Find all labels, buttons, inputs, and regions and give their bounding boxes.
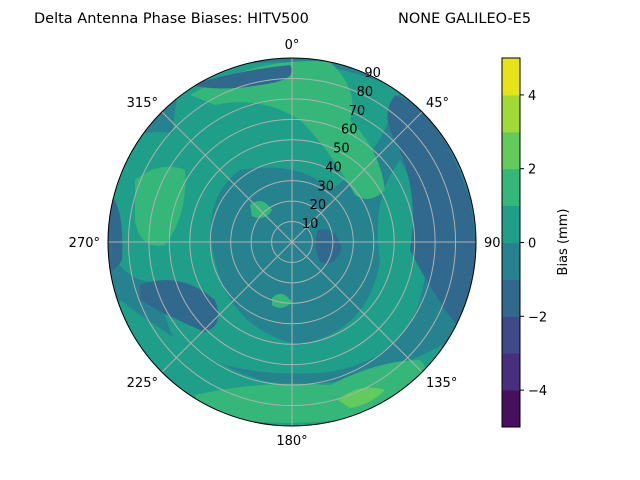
contour-region [195, 360, 427, 423]
colorbar-bin [502, 242, 520, 280]
radial-tick-label: 80 [357, 85, 374, 100]
angular-tick-label: 180° [276, 434, 307, 449]
angular-tick-label: 90 [484, 236, 501, 251]
colorbar-tick-label: 2 [528, 163, 536, 178]
colorbar-bin [502, 353, 520, 391]
colorbar-bin [502, 94, 520, 133]
colorbar: −4 −2 0 2 4 [501, 57, 547, 428]
colorbar-tick-label: −2 [528, 310, 547, 325]
angular-gridline [291, 241, 423, 373]
radial-tick-label: 50 [333, 142, 350, 157]
colorbar-bin [502, 316, 520, 354]
polar-frame [107, 57, 477, 427]
angular-gridline [161, 111, 293, 243]
contour-region [272, 293, 292, 308]
colorbar-tick-label: −4 [528, 384, 547, 399]
contour-region [190, 65, 292, 89]
contour-region [135, 166, 186, 246]
radial-tick-label: 40 [325, 160, 342, 175]
angular-tick-label: 135° [426, 376, 457, 391]
radial-tick-label: 10 [302, 217, 319, 232]
contour-region [190, 60, 385, 200]
angular-tick-label: 315° [127, 96, 158, 111]
radial-tick-label: 30 [317, 179, 334, 194]
contour-region [315, 229, 342, 264]
colorbar-bin [502, 279, 520, 317]
colorbar-bin [502, 205, 520, 243]
title-left: Delta Antenna Phase Biases: HITV500 [34, 11, 309, 27]
colorbar-tick-label: 4 [528, 89, 536, 104]
colorbar-bin [502, 390, 520, 428]
colorbar-bin [502, 58, 520, 96]
angular-tick-label: 225° [127, 376, 158, 391]
angular-tick-label: 45° [426, 96, 449, 111]
contour-region [140, 280, 219, 332]
angular-tick-label: 270° [69, 236, 100, 251]
angular-gridline [161, 241, 293, 373]
angular-gridline [291, 111, 423, 243]
colorbar-bin [502, 131, 520, 170]
colorbar-label: Bias (mm) [556, 209, 571, 276]
radial-tick-label: 60 [341, 123, 358, 138]
radial-tick-label: 90 [364, 66, 381, 81]
colorbar-tick-label: 0 [528, 237, 536, 252]
title-right: NONE GALILEO-E5 [398, 11, 531, 27]
angular-tick-label: 0° [285, 38, 300, 53]
contour-region [108, 190, 123, 270]
radial-tick-label: 70 [349, 104, 366, 119]
radial-tick-label: 20 [310, 198, 327, 213]
polar-grid [108, 58, 476, 426]
colorbar-bin [502, 168, 520, 207]
contour-region [338, 387, 385, 408]
